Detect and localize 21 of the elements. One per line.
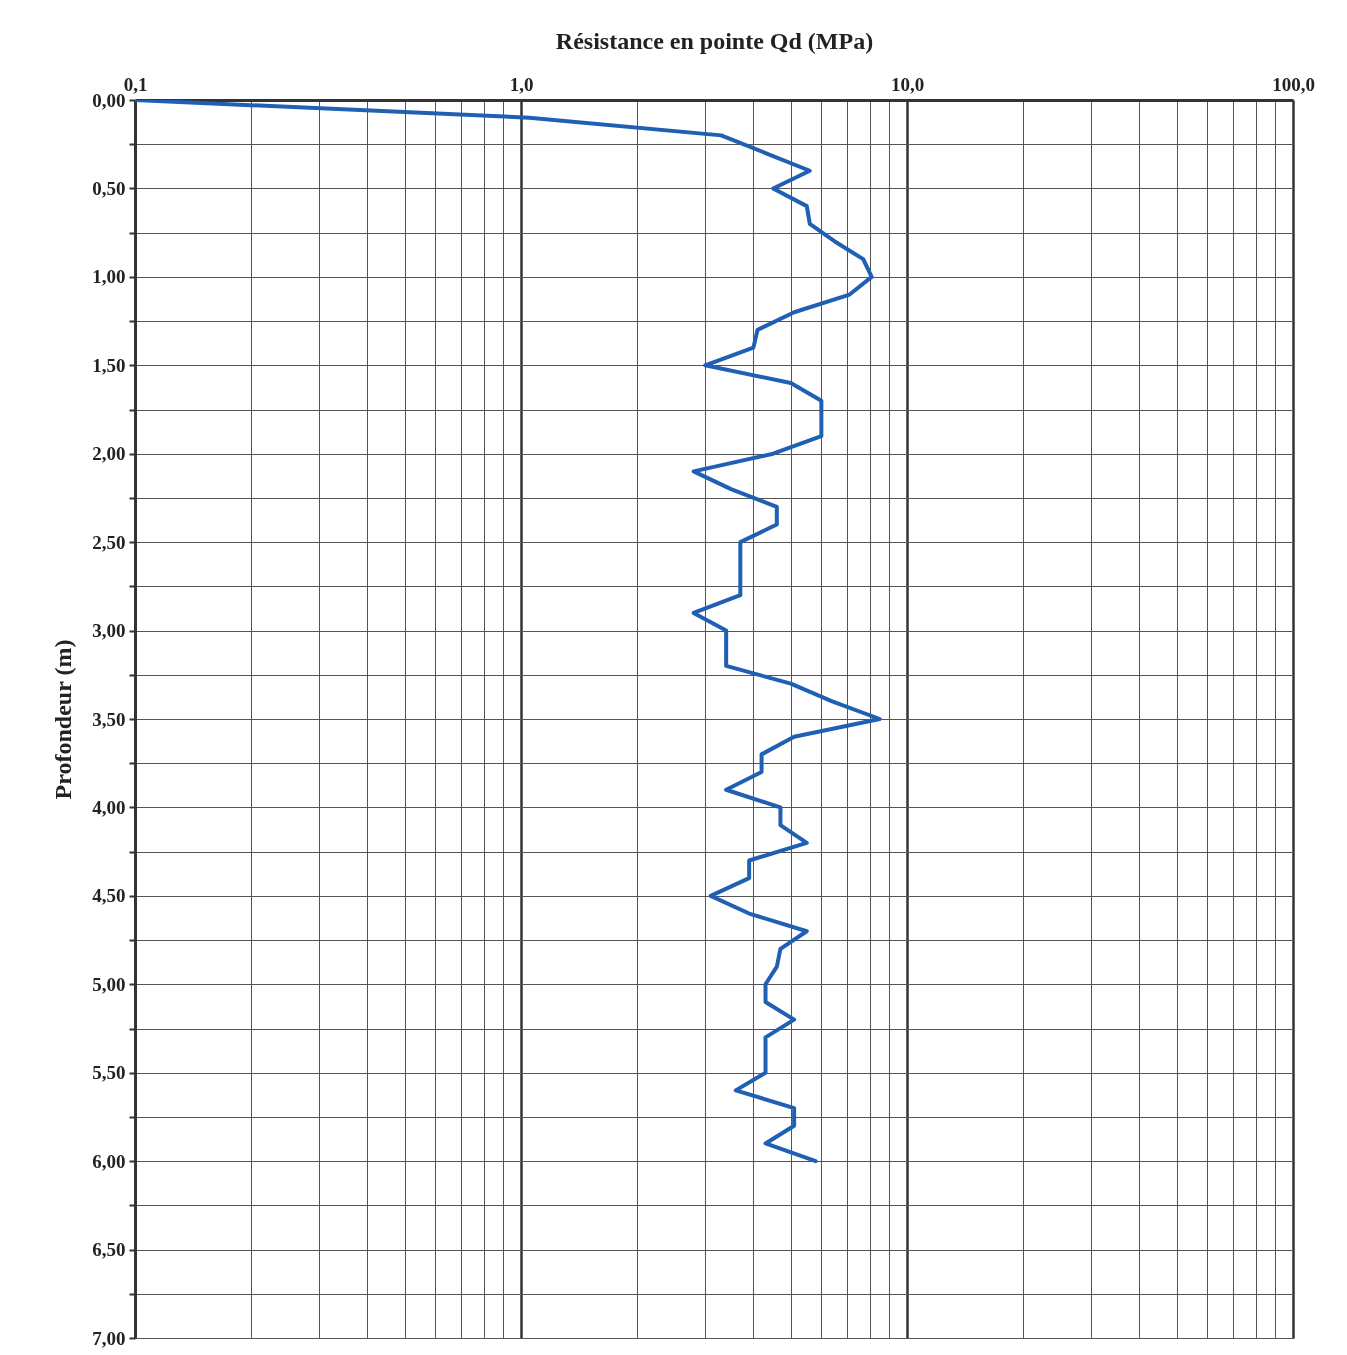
y-tick-label: 1,00: [92, 266, 126, 288]
y-tick-label: 1,50: [92, 354, 126, 376]
x-tick-label: 1,0: [509, 73, 534, 95]
y-tick-label: 2,50: [92, 531, 126, 553]
y-tick-label: 0,50: [92, 177, 126, 199]
y-tick-label: 2,00: [92, 443, 126, 465]
y-tick-label: 7,00: [92, 1327, 126, 1349]
x-tick-label: 100,0: [1272, 73, 1315, 95]
x-axis-title: Résistance en pointe Qd (MPa): [555, 27, 874, 54]
y-tick-label: 0,00: [92, 89, 126, 111]
y-tick-label: 3,50: [92, 708, 126, 730]
y-tick-label: 4,00: [92, 796, 126, 818]
y-tick-label: 4,50: [92, 885, 126, 907]
y-tick-label: 6,00: [92, 1150, 126, 1172]
y-tick-label: 6,50: [92, 1239, 126, 1261]
y-tick-label: 5,00: [92, 973, 126, 995]
x-tick-label: 0,1: [123, 73, 148, 95]
y-axis-title: Profondeur (m): [50, 639, 77, 800]
x-tick-label: 10,0: [890, 73, 925, 95]
y-tick-label: 3,00: [92, 620, 126, 642]
y-tick-label: 5,50: [92, 1062, 126, 1084]
